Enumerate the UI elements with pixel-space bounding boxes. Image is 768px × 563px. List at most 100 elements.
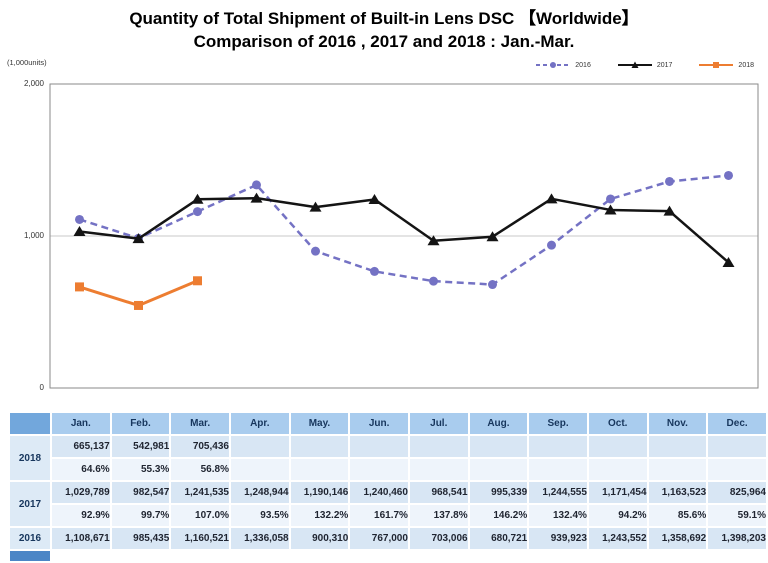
- pct-cell: [708, 459, 766, 480]
- data-point-2016: [311, 246, 320, 256]
- y-tick-1000: 1,000: [23, 231, 44, 240]
- pct-cell: 99.7%: [111, 505, 170, 526]
- pct-cell: 55.3%: [111, 459, 170, 480]
- month-header-cell: Aug.: [469, 413, 528, 434]
- value-cell: 1,336,058: [230, 528, 289, 549]
- legend-label-2018: 2018: [738, 61, 754, 69]
- legend-line-2016-icon: [536, 62, 571, 68]
- value-cell: [469, 436, 528, 457]
- pct-cell: 85.6%: [648, 505, 707, 526]
- value-cell: 1,398,203: [708, 528, 766, 549]
- legend-item-2018: 2018: [698, 60, 754, 70]
- value-cell: 665,137: [52, 436, 110, 457]
- pct-cell: 107.0%: [171, 505, 229, 526]
- value-cell: 825,964: [708, 482, 766, 503]
- data-point-2017: [368, 193, 381, 204]
- pct-cell: [529, 459, 587, 480]
- month-header-cell: Apr.: [230, 413, 289, 434]
- value-cell: 1,248,944: [230, 482, 289, 503]
- data-point-2017: [722, 256, 735, 267]
- month-header-cell: May.: [290, 413, 349, 434]
- data-point-2017: [73, 225, 86, 236]
- value-cell: 680,721: [469, 528, 528, 549]
- table-row: 2018 665,137 542,981 705,436: [10, 436, 766, 480]
- y-axis-unit-label: (1,000units): [7, 58, 47, 67]
- pct-cell: [469, 459, 528, 480]
- pct-cell: 92.9%: [52, 505, 110, 526]
- pct-cell: [588, 459, 647, 480]
- data-point-2017: [604, 204, 617, 215]
- pct-cell: 59.1%: [708, 505, 766, 526]
- data-point-2017: [545, 193, 558, 204]
- table-header-row: Jan. Feb. Mar. Apr. May. Jun. Jul. Aug. Sep. Oct.…: [10, 413, 766, 434]
- data-point-2017: [427, 235, 440, 246]
- data-point-2017: [663, 205, 676, 216]
- table-row: 2017 1,029,789 982,547 1,241,535 1,248,944 1,…: [10, 482, 766, 526]
- pct-cell: [230, 459, 289, 480]
- data-point-2016: [665, 176, 674, 186]
- value-cell: [409, 436, 468, 457]
- y-tick-2000: 2,000: [23, 79, 44, 88]
- value-cell: 703,006: [409, 528, 468, 549]
- legend-item-2017: 2017: [617, 60, 673, 70]
- title-line-2: Comparison of 2016 , 2017 and 2018 : Jan…: [193, 32, 575, 51]
- legend-line-2017-icon: [617, 61, 652, 68]
- month-header-cell: Dec.: [708, 413, 766, 434]
- month-header-cell: Sep.: [529, 413, 587, 434]
- data-point-2016: [75, 214, 84, 224]
- table-row: 92.9% 99.7% 107.0% 93.5% 132.2% 161.7% 137.8% 1…: [10, 505, 766, 526]
- pct-cell: 146.2%: [469, 505, 528, 526]
- value-cell: [708, 436, 766, 457]
- legend-label-2016: 2016: [575, 61, 591, 69]
- plot-border: [49, 83, 759, 389]
- pct-cell: 137.8%: [409, 505, 468, 526]
- pct-cell: 132.4%: [529, 505, 587, 526]
- data-point-2016: [193, 207, 202, 217]
- month-header-cell: Jun.: [350, 413, 408, 434]
- value-cell: 1,029,789: [52, 482, 110, 503]
- pct-cell: 56.8%: [171, 459, 229, 480]
- year-cell: 2017: [10, 482, 50, 526]
- table-row: 2016 1,108,671 985,435 1,160,521 1,336,058 90…: [10, 528, 766, 549]
- monthly-shipment-table: Jan. Feb. Mar. Apr. May. Jun. Jul. Aug. Sep. Oct.…: [8, 411, 768, 551]
- value-cell: 1,163,523: [648, 482, 707, 503]
- value-cell: 985,435: [111, 528, 170, 549]
- series-2016-line: [79, 174, 729, 286]
- chart-title: Quantity of Total Shipment of Built-in L…: [0, 0, 768, 53]
- pct-cell: [350, 459, 408, 480]
- value-cell: 1,240,460: [350, 482, 408, 503]
- data-point-2016: [724, 170, 733, 180]
- data-point-2018: [75, 282, 84, 292]
- data-point-2016: [547, 240, 556, 250]
- line-chart: [49, 83, 759, 389]
- pct-cell: 93.5%: [230, 505, 289, 526]
- data-point-2016: [429, 276, 438, 286]
- value-cell: 1,160,521: [171, 528, 229, 549]
- value-cell: 705,436: [171, 436, 229, 457]
- data-point-2018: [134, 300, 143, 310]
- value-cell: [588, 436, 647, 457]
- value-cell: 982,547: [111, 482, 170, 503]
- pct-cell: 132.2%: [290, 505, 349, 526]
- value-cell: [290, 436, 349, 457]
- legend-item-2016: 2016: [535, 60, 591, 70]
- value-cell: 767,000: [350, 528, 408, 549]
- value-cell: 1,171,454: [588, 482, 647, 503]
- data-point-2016: [488, 280, 497, 290]
- data-point-2016: [252, 180, 261, 190]
- data-point-2017: [191, 193, 204, 204]
- legend-label-2017: 2017: [656, 61, 673, 69]
- table-row: 64.6% 55.3% 56.8%: [10, 459, 766, 480]
- title-line-1: Quantity of Total Shipment of Built-in L…: [129, 9, 639, 28]
- value-cell: [350, 436, 408, 457]
- pct-cell: [409, 459, 468, 480]
- month-header-cell: Feb.: [111, 413, 170, 434]
- value-cell: 968,541: [409, 482, 468, 503]
- value-cell: 1,241,535: [171, 482, 229, 503]
- value-cell: 939,923: [529, 528, 587, 549]
- table-corner-cell: [10, 413, 50, 434]
- value-cell: 542,981: [111, 436, 170, 457]
- pct-cell: 161.7%: [350, 505, 408, 526]
- value-cell: 1,190,146: [290, 482, 349, 503]
